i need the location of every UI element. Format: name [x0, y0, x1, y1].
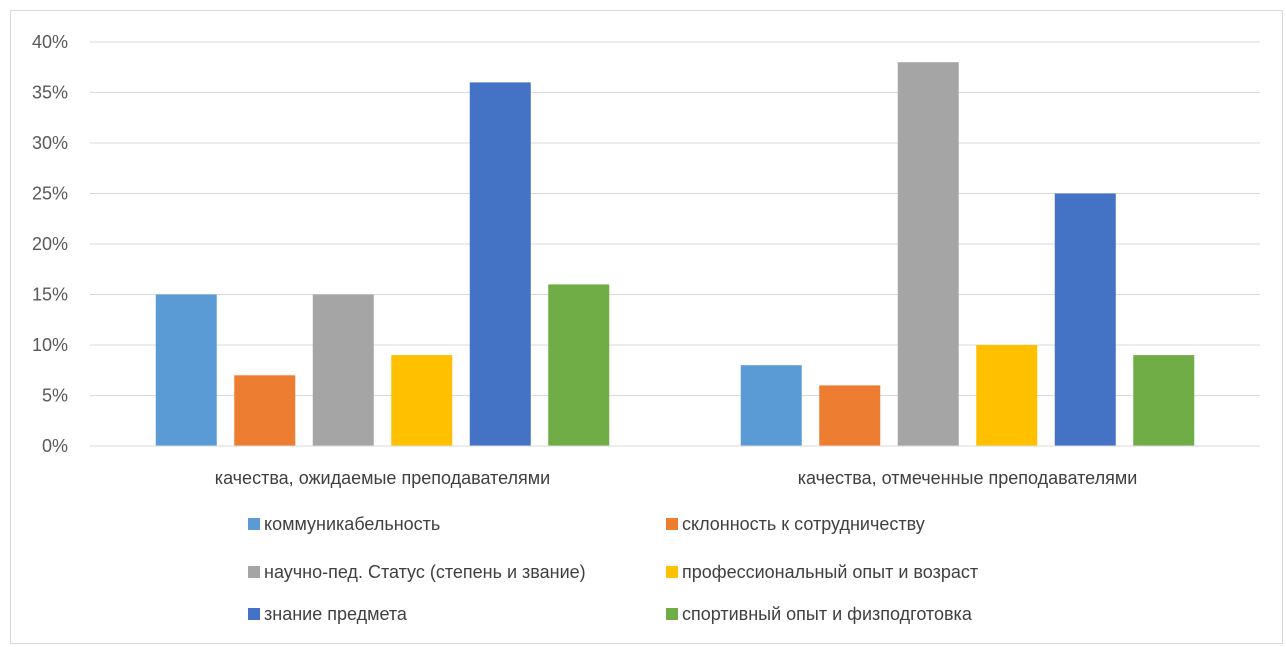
bar: [155, 294, 217, 446]
y-tick-label: 5%: [42, 386, 68, 406]
y-tick-label: 35%: [32, 83, 68, 103]
y-tick-label: 30%: [32, 133, 68, 153]
legend-label: коммуникабельность: [264, 514, 440, 534]
bars: [155, 62, 1195, 447]
bar: [740, 365, 802, 446]
legend-swatch: [248, 608, 260, 620]
legend-swatch: [248, 518, 260, 530]
legend-swatch: [248, 566, 260, 578]
bar: [469, 82, 531, 447]
y-tick-label: 0%: [42, 436, 68, 456]
legend-swatch: [666, 518, 678, 530]
bar: [548, 284, 610, 446]
legend-label: знание предмета: [264, 604, 408, 624]
legend-label: научно-пед. Статус (степень и звание): [264, 562, 586, 582]
legend-swatch: [666, 566, 678, 578]
legend: коммуникабельность склонность к сотруднич…: [248, 514, 978, 624]
legend-label: спортивный опыт и физподготовка: [682, 604, 973, 624]
x-axis-categories: качества, ожидаемые преподавателями качес…: [215, 468, 1137, 488]
x-category-label: качества, отмеченные преподавателями: [798, 468, 1138, 488]
y-tick-label: 10%: [32, 335, 68, 355]
y-tick-label: 25%: [32, 184, 68, 204]
legend-label: профессиональный опыт и возраст: [682, 562, 978, 582]
y-tick-label: 15%: [32, 285, 68, 305]
bar: [234, 375, 296, 446]
bar: [897, 62, 959, 446]
legend-label: склонность к сотрудничеству: [682, 514, 925, 534]
y-axis-ticks: 0% 5% 10% 15% 20% 25% 30% 35% 40%: [32, 32, 68, 456]
bar: [976, 345, 1038, 446]
bar: [1054, 193, 1116, 446]
legend-swatch: [666, 608, 678, 620]
bar: [391, 355, 453, 446]
bar: [312, 294, 374, 446]
x-category-label: качества, ожидаемые преподавателями: [215, 468, 550, 488]
bar: [819, 385, 881, 446]
y-tick-label: 40%: [32, 32, 68, 52]
bar: [1133, 355, 1195, 446]
y-tick-label: 20%: [32, 234, 68, 254]
